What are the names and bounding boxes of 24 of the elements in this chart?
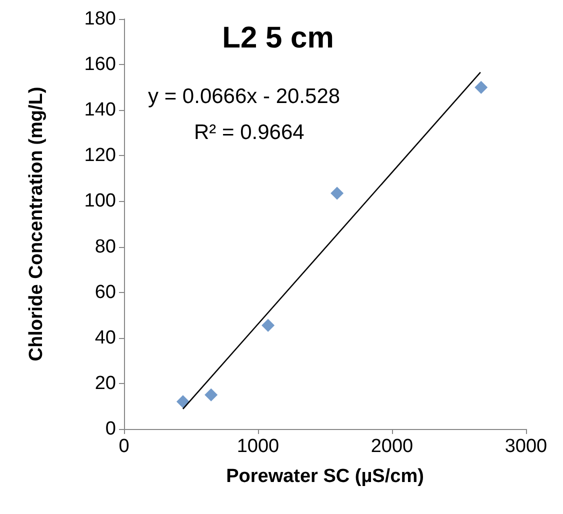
y-tick-label: 40: [94, 327, 116, 348]
x-tick-label: 0: [118, 436, 130, 457]
y-tick-label: 80: [94, 236, 116, 258]
y-tick-label: 140: [84, 100, 116, 121]
y-tick-label: 100: [84, 190, 116, 212]
point: [262, 318, 275, 332]
x-tick-label: 1000: [236, 436, 280, 457]
annotation: R² = 0.9664: [194, 121, 305, 144]
point: [176, 395, 190, 408]
y-axis-title: Chloride Concentration (mg/L): [26, 86, 47, 362]
y-tick-label: 160: [84, 54, 116, 76]
y-tick-label: 120: [84, 145, 116, 166]
y-tick-label: 20: [94, 372, 116, 394]
y-tick-label: 180: [84, 8, 116, 30]
annotation: y = 0.0666x - 20.528: [148, 85, 340, 108]
chart-title: L2 5 cm: [222, 22, 334, 54]
x-axis-title: Porewater SC (µS/cm): [226, 466, 424, 487]
point: [330, 186, 344, 200]
x-tick-label: 3000: [504, 436, 548, 457]
x-tick-label: 2000: [370, 436, 414, 457]
point: [204, 388, 218, 402]
y-tick-label: 60: [94, 282, 116, 303]
y-tick-label: 0: [105, 418, 116, 440]
point: [474, 80, 488, 94]
